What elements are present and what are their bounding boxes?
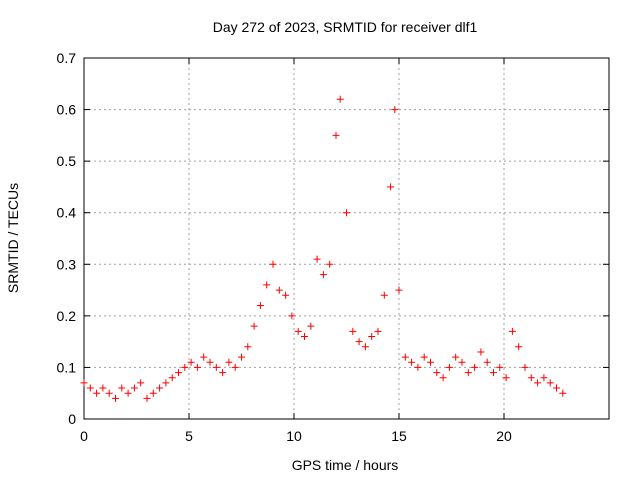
- data-point: [380, 291, 388, 299]
- data-point: [401, 353, 409, 361]
- data-point: [269, 260, 277, 268]
- data-point: [99, 384, 107, 392]
- y-tick-label: 0.1: [57, 359, 77, 375]
- data-point: [162, 379, 170, 387]
- data-point: [420, 353, 428, 361]
- x-tick-label: 15: [391, 428, 407, 444]
- data-point: [477, 348, 485, 356]
- data-point: [387, 183, 395, 191]
- data-point: [464, 369, 472, 377]
- data-point: [414, 363, 422, 371]
- data-point: [349, 327, 357, 335]
- y-tick-label: 0.6: [57, 102, 77, 118]
- data-point: [540, 374, 548, 382]
- grid: [84, 58, 609, 419]
- x-tick-label: 20: [496, 428, 512, 444]
- data-point: [130, 384, 138, 392]
- data-point: [112, 394, 119, 402]
- data-point: [515, 343, 523, 351]
- data-point: [490, 369, 497, 377]
- data-point: [374, 327, 382, 335]
- data-point: [86, 384, 94, 392]
- y-tick-label: 0.2: [57, 308, 77, 324]
- data-point: [361, 343, 369, 351]
- data-point: [225, 358, 233, 366]
- y-tick-label: 0.3: [57, 256, 77, 272]
- y-tick-label: 0: [68, 411, 76, 427]
- data-point: [534, 379, 542, 387]
- data-point: [319, 271, 327, 279]
- data-point: [439, 374, 447, 382]
- data-point: [326, 260, 334, 268]
- x-tick-label: 0: [80, 428, 88, 444]
- data-point: [546, 379, 554, 387]
- data-point: [445, 363, 453, 371]
- data-point: [149, 389, 157, 397]
- y-tick-label: 0.4: [57, 205, 77, 221]
- data-point: [395, 286, 403, 294]
- plot-frame: [83, 57, 610, 420]
- data-point: [80, 379, 88, 387]
- data-point: [212, 363, 220, 371]
- data-point: [433, 369, 441, 377]
- data-point: [496, 363, 504, 371]
- y-tick-label: 0.7: [57, 50, 77, 66]
- data-point: [137, 379, 145, 387]
- data-point: [156, 384, 164, 392]
- data-point: [143, 394, 151, 402]
- data-point: [301, 332, 308, 340]
- data-point: [193, 363, 201, 371]
- x-axis-title: GPS time / hours: [292, 457, 399, 473]
- data-point: [483, 358, 491, 366]
- axis-ticks: 0 0.1 0.2 0.3 0.4 0.5 0.6 0.7 0 5 10 15 20: [57, 50, 609, 444]
- data-point: [282, 291, 290, 299]
- data-point: [307, 322, 315, 330]
- data-point: [256, 302, 264, 310]
- x-tick-label: 5: [185, 428, 193, 444]
- data-point: [336, 95, 344, 103]
- data-point: [553, 384, 560, 392]
- data-point: [93, 389, 101, 397]
- data-point: [219, 369, 227, 377]
- data-point: [275, 286, 283, 294]
- data-point: [187, 358, 195, 366]
- data-point: [175, 369, 182, 377]
- chart-title: Day 272 of 2023, SRMTID for receiver dlf…: [213, 19, 478, 35]
- data-point: [124, 389, 132, 397]
- data-point: [263, 281, 271, 289]
- data-point: [168, 374, 176, 382]
- data-point: [471, 363, 479, 371]
- data-point: [332, 131, 340, 139]
- y-axis-title: SRMTID / TECUs: [5, 183, 21, 293]
- data-point: [452, 353, 460, 361]
- data-point: [105, 389, 113, 397]
- data-point: [118, 384, 126, 392]
- data-point: [458, 358, 466, 366]
- data-point: [206, 358, 214, 366]
- data-point: [355, 338, 363, 346]
- data-point: [313, 255, 321, 263]
- y-tick-label: 0.5: [57, 153, 77, 169]
- data-point: [244, 343, 252, 351]
- data-point: [181, 363, 189, 371]
- data-points: [80, 95, 567, 402]
- x-tick-label: 10: [286, 428, 302, 444]
- data-point: [527, 374, 535, 382]
- data-point: [200, 353, 208, 361]
- data-point: [559, 389, 567, 397]
- data-point: [250, 322, 258, 330]
- data-point: [391, 106, 399, 114]
- data-point: [502, 374, 510, 382]
- data-point: [427, 358, 434, 366]
- data-point: [408, 358, 416, 366]
- data-point: [521, 363, 529, 371]
- data-point: [288, 312, 296, 320]
- data-point: [238, 353, 245, 361]
- data-point: [294, 327, 302, 335]
- data-point: [343, 209, 350, 217]
- data-point: [231, 363, 239, 371]
- data-point: [368, 332, 376, 340]
- data-point: [508, 327, 516, 335]
